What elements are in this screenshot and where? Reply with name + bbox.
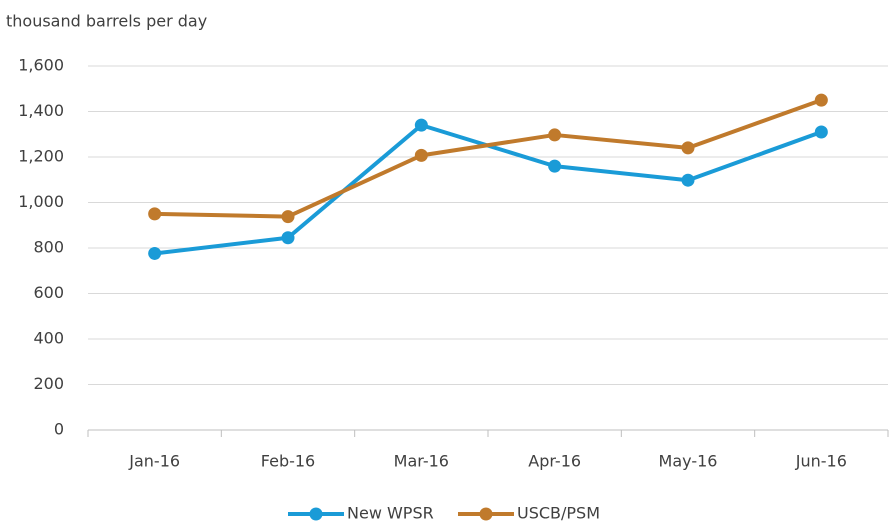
series-line	[154, 98, 823, 219]
data-point	[681, 173, 695, 187]
x-tick-label: Jun-16	[795, 452, 847, 471]
y-tick-label: 200	[33, 374, 64, 393]
x-tick-label: Mar-16	[394, 452, 449, 471]
x-tick-label: Feb-16	[261, 452, 315, 471]
y-tick-label: 400	[33, 329, 64, 348]
data-point	[281, 210, 295, 224]
legend-label: USCB/PSM	[517, 504, 600, 523]
data-point	[548, 159, 562, 173]
y-tick-label: 1,400	[18, 101, 64, 120]
data-point	[681, 141, 695, 155]
y-tick-label: 800	[33, 238, 64, 257]
y-tick-label: 1,000	[18, 192, 64, 211]
legend-marker	[479, 507, 493, 521]
y-tick-label: 1,200	[18, 147, 64, 166]
y-axis-label: thousand barrels per day	[6, 12, 207, 31]
y-tick-label: 1,600	[18, 56, 64, 75]
data-point	[414, 148, 428, 162]
data-point	[814, 93, 828, 107]
data-point	[814, 125, 828, 139]
data-point	[148, 246, 162, 260]
legend-marker	[309, 507, 323, 521]
y-tick-label: 600	[33, 283, 64, 302]
data-point	[414, 118, 428, 132]
data-point	[548, 128, 562, 142]
x-tick-label: May-16	[659, 452, 718, 471]
legend-label: New WPSR	[347, 504, 434, 523]
data-point	[148, 207, 162, 221]
y-tick-label: 0	[54, 420, 64, 439]
data-point	[281, 231, 295, 245]
x-tick-label: Apr-16	[528, 452, 581, 471]
x-tick-label: Jan-16	[128, 452, 180, 471]
